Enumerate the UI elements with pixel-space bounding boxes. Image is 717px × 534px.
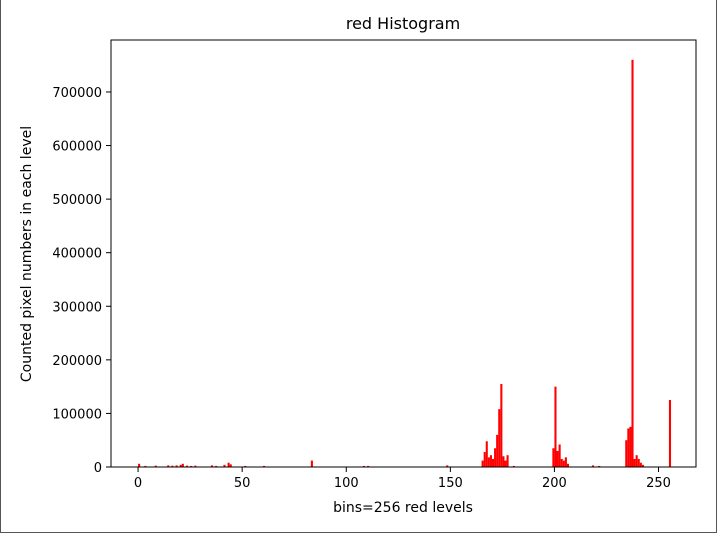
histogram-bar: [627, 428, 630, 467]
histogram-bar: [502, 456, 505, 467]
x-tick-label: 200: [542, 476, 567, 491]
histogram-bar: [633, 458, 636, 467]
y-tick-label: 400000: [52, 247, 102, 262]
bars-group: [138, 59, 672, 467]
histogram-bar: [560, 458, 563, 467]
histogram-bar: [181, 463, 184, 467]
y-tick-label: 700000: [52, 86, 102, 101]
histogram-bar: [598, 465, 601, 467]
histogram-bar: [481, 460, 484, 467]
histogram-bar: [185, 465, 189, 467]
histogram-bar: [223, 464, 226, 467]
histogram-bar: [512, 465, 515, 467]
histogram-bar: [639, 462, 642, 467]
y-tick-label: 200000: [52, 354, 102, 369]
x-tick-label: 50: [234, 476, 251, 491]
histogram-bar: [566, 463, 570, 467]
x-tick-label: 0: [134, 476, 142, 491]
histogram-bar: [506, 455, 509, 467]
histogram-bar: [210, 465, 214, 467]
y-ticks: 0 100000 200000 300000 400000 500000 600000 700…: [52, 86, 111, 476]
y-tick-label: 500000: [52, 193, 102, 208]
histogram-bar: [562, 460, 565, 467]
histogram-bar: [446, 465, 449, 467]
x-tick-label: 150: [438, 476, 463, 491]
histogram-bar: [167, 465, 170, 467]
x-ticks: 0 50 100 150 200 250: [134, 467, 671, 491]
histogram-bar: [564, 457, 567, 467]
chart-title: red Histogram: [346, 14, 460, 33]
histogram-bar: [641, 464, 644, 467]
y-tick-label: 600000: [52, 140, 102, 155]
histogram-bar: [494, 448, 497, 467]
histogram-bar: [668, 400, 672, 467]
histogram-bar: [138, 463, 141, 467]
histogram-bar: [635, 455, 638, 467]
histogram-bar: [631, 59, 634, 467]
x-axis-label: bins=256 red levels: [333, 500, 473, 516]
y-tick-label: 300000: [52, 300, 102, 315]
histogram-bar: [262, 465, 266, 467]
x-tick-label: 250: [646, 476, 671, 491]
y-axis-label: Counted pixel numbers in each level: [19, 126, 35, 382]
histogram-bar: [227, 462, 230, 467]
histogram-bar: [500, 383, 503, 467]
histogram-bar: [629, 426, 632, 467]
histogram-bar: [485, 441, 488, 467]
histogram-bar: [556, 450, 559, 467]
histogram-bar: [144, 465, 147, 467]
histogram-bar: [190, 465, 193, 467]
histogram-bar: [554, 386, 557, 467]
histogram-bar: [215, 465, 218, 467]
histogram-bar: [491, 458, 495, 467]
histogram-bar: [487, 457, 490, 467]
histogram-bar: [504, 460, 507, 467]
histogram-bar: [244, 465, 247, 467]
histogram-bar: [194, 465, 197, 467]
histogram-bar: [229, 464, 232, 467]
histogram-bar: [625, 440, 628, 467]
histogram-bar: [483, 452, 486, 467]
histogram-bar: [171, 465, 174, 467]
y-tick-label: 0: [94, 461, 102, 476]
histogram-bar: [552, 448, 555, 467]
histogram-bar: [310, 460, 313, 467]
histogram-bar: [362, 465, 365, 467]
histogram-bar: [496, 434, 499, 467]
histogram-bar: [175, 465, 178, 467]
histogram-bar: [498, 409, 501, 467]
histogram-bar: [367, 465, 370, 467]
y-tick-label: 100000: [52, 407, 102, 422]
x-tick-label: 100: [334, 476, 359, 491]
histogram-bar: [489, 455, 492, 467]
histogram-bar: [154, 465, 157, 467]
histogram-bar: [179, 464, 182, 467]
histogram-bar: [637, 458, 640, 467]
histogram-bar: [591, 465, 594, 467]
histogram-bar: [558, 444, 561, 467]
plot-area-border: [110, 39, 697, 468]
